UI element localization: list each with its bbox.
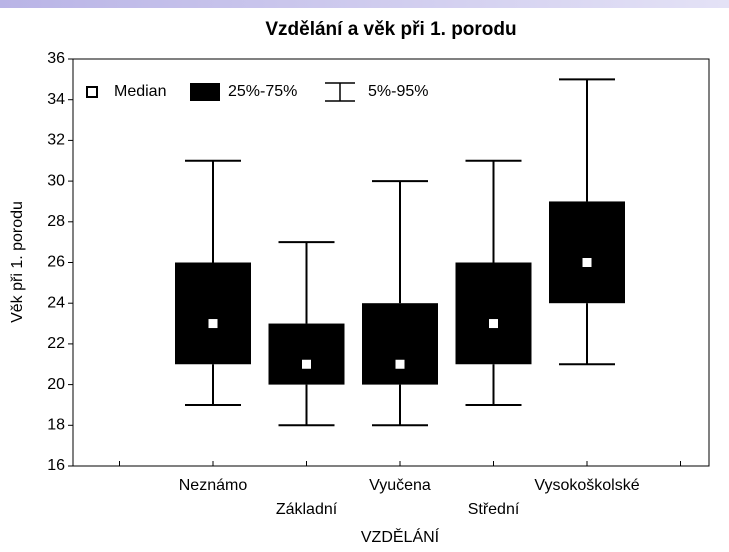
y-tick-label: 30 [47,172,65,189]
chart-title: Vzdělání a věk při 1. porodu [265,19,516,40]
box [455,262,532,365]
legend-label: Median [114,83,166,100]
y-tick-label: 20 [47,376,65,393]
median-marker [208,319,218,329]
y-tick-label: 22 [47,335,65,352]
box [549,201,625,304]
box [268,323,345,385]
y-tick-label: 18 [47,417,65,434]
y-tick-label: 28 [47,213,65,230]
x-axis-label: VZDĚLÁNÍ [361,527,440,546]
x-tick-label: Vysokoškolské [534,477,639,494]
median-marker [582,258,592,267]
x-tick-label: Neznámo [179,477,248,494]
y-tick-label: 34 [47,91,65,108]
y-tick-label: 32 [47,132,65,149]
y-axis-label: Věk při 1. porodu [9,201,26,323]
legend-label: 25%-75% [228,83,297,100]
box [362,303,438,385]
median-marker [302,359,311,369]
y-tick-label: 36 [47,50,65,67]
median-marker [395,359,405,369]
median-marker [489,319,498,329]
y-tick-label: 16 [47,457,65,474]
x-tick-label: Střední [468,501,520,518]
box [175,262,251,365]
x-tick-label: Vyučena [369,477,431,494]
legend-box-icon [190,83,220,101]
y-tick-label: 24 [47,294,65,311]
window-strip [0,0,729,8]
y-tick-label: 26 [47,254,65,271]
legend-label: 5%-95% [368,83,428,100]
x-tick-label: Základní [276,501,338,518]
legend-median-icon [86,86,98,98]
